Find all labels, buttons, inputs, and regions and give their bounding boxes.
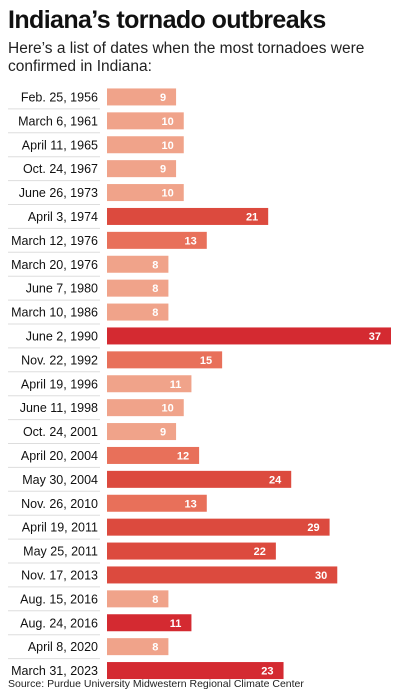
- category-label: Oct. 24, 2001: [23, 425, 98, 439]
- category-label: Aug. 24, 2016: [20, 616, 98, 630]
- bar: [107, 446, 200, 464]
- bar: [107, 255, 169, 273]
- category-label: March 12, 1976: [11, 234, 98, 248]
- value-label: 11: [170, 379, 182, 391]
- category-label: Nov. 26, 2010: [21, 497, 98, 511]
- category-label: Oct. 24, 1967: [23, 162, 98, 176]
- bar: [107, 375, 192, 393]
- category-label: June 7, 1980: [26, 282, 98, 296]
- chart-subtitle: Here’s a list of dates when the most tor…: [8, 40, 365, 75]
- value-label: 8: [152, 307, 158, 319]
- value-label: 8: [152, 642, 158, 654]
- bar: [107, 423, 177, 441]
- value-label: 10: [162, 188, 174, 200]
- category-label: May 25, 2011: [23, 545, 98, 559]
- bar: [107, 662, 284, 680]
- bar: [107, 494, 207, 512]
- value-label: 30: [315, 570, 327, 582]
- value-label: 9: [160, 427, 166, 439]
- value-label: 10: [162, 403, 174, 415]
- category-label: April 20, 2004: [21, 449, 98, 463]
- value-label: 8: [152, 594, 158, 606]
- bar: [107, 327, 391, 345]
- bar: [107, 470, 292, 488]
- category-label: May 30, 2004: [22, 473, 98, 487]
- value-label: 21: [246, 211, 258, 223]
- category-label: April 11, 1965: [22, 138, 98, 152]
- value-label: 10: [162, 140, 174, 152]
- value-label: 37: [369, 331, 381, 343]
- bar: [107, 303, 169, 321]
- bar: [107, 207, 269, 225]
- category-label: April 8, 2020: [28, 640, 98, 654]
- value-label: 15: [200, 355, 212, 367]
- value-label: 11: [170, 618, 182, 630]
- bar: [107, 88, 177, 106]
- category-label: March 6, 1961: [18, 114, 98, 128]
- category-label: March 20, 1976: [11, 258, 98, 272]
- category-label: April 19, 2011: [22, 521, 98, 535]
- value-label: 8: [152, 283, 158, 295]
- value-label: 13: [185, 235, 197, 247]
- value-label: 24: [269, 474, 282, 486]
- bar: [107, 638, 169, 656]
- bar: [107, 136, 184, 154]
- bar: [107, 590, 169, 608]
- category-label: June 2, 1990: [26, 329, 98, 343]
- bar: [107, 566, 338, 584]
- category-label: Nov. 17, 2013: [21, 568, 98, 582]
- category-label: Nov. 22, 1992: [21, 353, 98, 367]
- value-label: 13: [185, 498, 197, 510]
- category-label: June 11, 1998: [20, 401, 98, 415]
- value-label: 22: [254, 546, 266, 558]
- category-label: Feb. 25, 1956: [21, 90, 98, 104]
- category-label: March 10, 1986: [11, 306, 98, 320]
- bar: [107, 399, 184, 417]
- bar: [107, 518, 330, 536]
- chart-title: Indiana’s tornado outbreaks: [8, 6, 326, 34]
- bar: [107, 112, 184, 130]
- category-label: April 19, 1996: [21, 377, 98, 391]
- chart-source: Source: Purdue University Midwestern Reg…: [8, 678, 304, 690]
- value-label: 8: [152, 259, 158, 271]
- bar: [107, 279, 169, 297]
- value-label: 9: [160, 92, 166, 104]
- bar: [107, 614, 192, 632]
- bar: [107, 184, 184, 202]
- bar: [107, 160, 177, 178]
- bar: [107, 351, 223, 369]
- bar: [107, 542, 276, 560]
- value-label: 12: [177, 450, 189, 462]
- bar: [107, 231, 207, 249]
- value-label: 9: [160, 164, 166, 176]
- category-label: Aug. 15, 2016: [20, 592, 98, 606]
- value-label: 10: [162, 116, 174, 128]
- category-label: June 26, 1973: [19, 186, 98, 200]
- value-label: 29: [307, 522, 319, 534]
- category-label: March 31, 2023: [11, 664, 98, 678]
- value-label: 23: [261, 666, 273, 678]
- category-label: April 3, 1974: [28, 210, 98, 224]
